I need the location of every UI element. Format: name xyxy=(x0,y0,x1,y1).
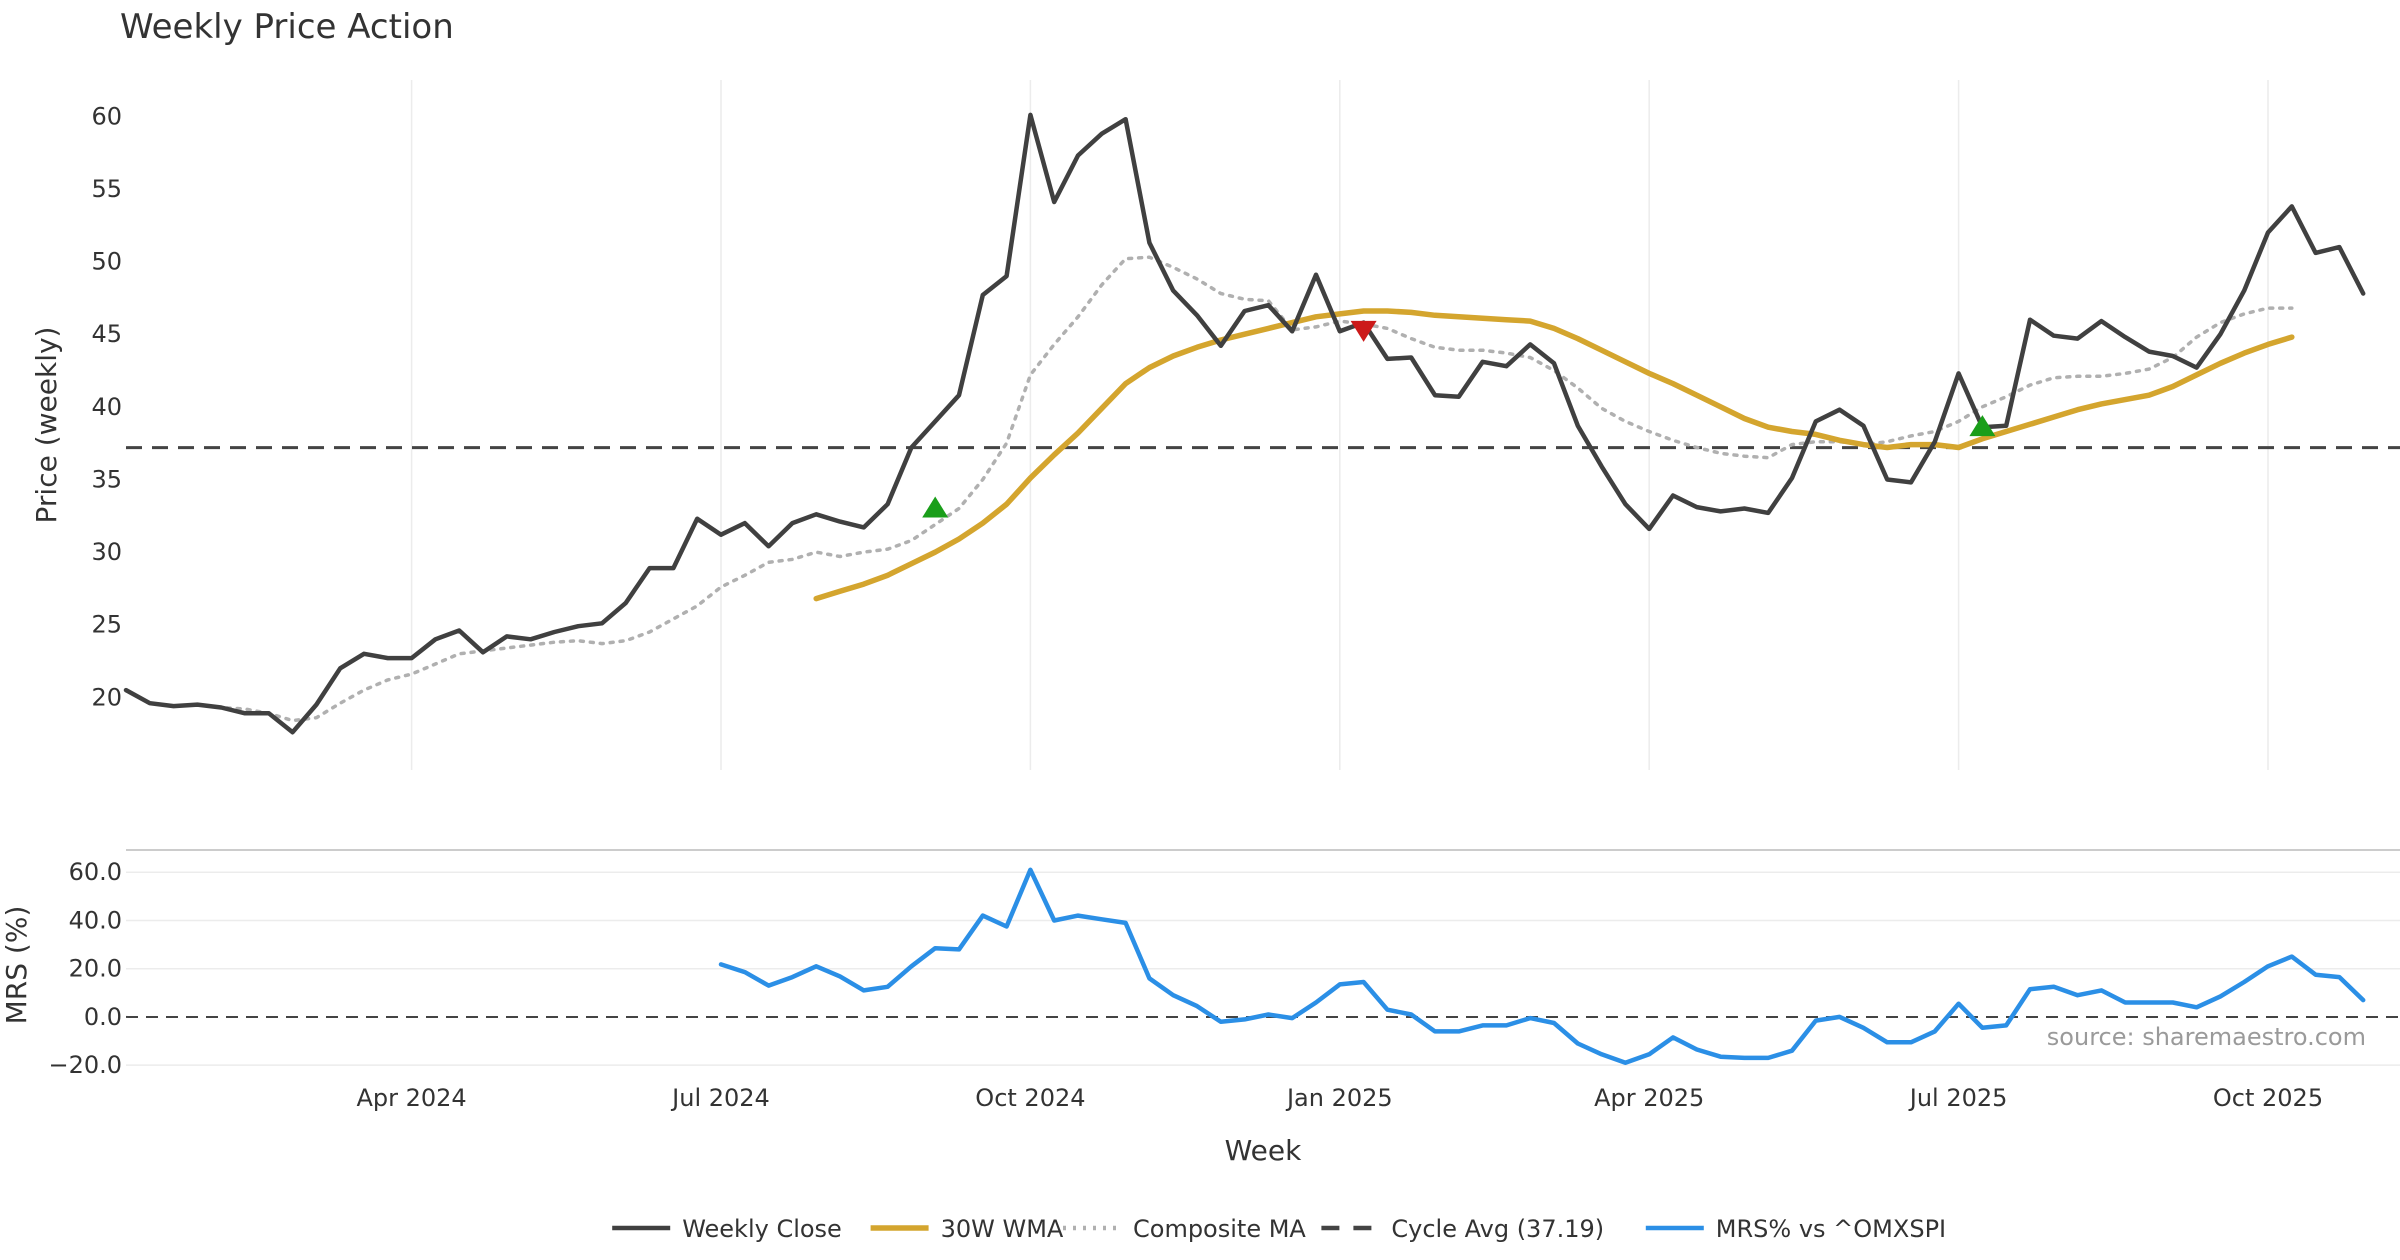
legend: Weekly Close 30W WMA Composite MA Cycle Avg… xyxy=(612,1215,1946,1243)
legend-label: MRS% vs ^OMXSPI xyxy=(1716,1215,1946,1243)
signal-markers xyxy=(922,320,1996,518)
price-series-group xyxy=(123,112,2400,735)
x-tick-label: Oct 2024 xyxy=(975,1084,1085,1112)
sell-signal-marker xyxy=(1350,320,1377,342)
mrs-y-axis-label: MRS (%) xyxy=(0,906,33,1025)
legend-item-composite-ma: Composite MA xyxy=(1063,1215,1306,1243)
mrs-series-group xyxy=(718,867,2366,1066)
series-line-weekly-close xyxy=(123,112,2366,735)
mrs-y-tick-label: 20.0 xyxy=(69,955,122,983)
mrs-y-axis-ticks: 60.0 40.0 20.0 0.0 −20.0 xyxy=(48,858,122,1079)
x-tick-label: Apr 2025 xyxy=(1594,1084,1704,1112)
legend-item-cycle-avg-37-19: Cycle Avg (37.19) xyxy=(1321,1215,1604,1243)
price-y-tick-label: 30 xyxy=(91,538,122,566)
price-y-tick-label: 60 xyxy=(91,102,122,130)
price-y-axis-label: Price (weekly) xyxy=(30,327,63,524)
series-line-30w-wma xyxy=(813,308,2295,602)
mrs-y-gridlines xyxy=(126,871,2400,1066)
source-note: source: sharemaestro.com xyxy=(2047,1023,2366,1051)
legend-item-mrs-vs-omxspi: MRS% vs ^OMXSPI xyxy=(1645,1215,1946,1243)
series-line-composite-ma xyxy=(195,255,2294,723)
price-y-tick-label: 35 xyxy=(91,465,122,493)
x-tick-label: Jan 2025 xyxy=(1285,1084,1393,1112)
series-line-mrs-vs-omxspi xyxy=(718,867,2366,1066)
legend-label: 30W WMA xyxy=(941,1215,1064,1243)
legend-label: Weekly Close xyxy=(682,1215,842,1243)
price-y-tick-label: 20 xyxy=(91,683,122,711)
legend-item-weekly-close: Weekly Close xyxy=(612,1215,842,1243)
mrs-y-tick-label: 40.0 xyxy=(69,906,122,934)
legend-label: Composite MA xyxy=(1133,1215,1306,1243)
mrs-y-tick-label: 0.0 xyxy=(84,1003,122,1031)
legend-item-30w-wma: 30W WMA xyxy=(870,1215,1064,1243)
price-x-gridlines xyxy=(410,80,2269,770)
x-axis-ticks: Apr 2024 Jul 2024 Oct 2024 Jan 2025 Apr 2025… xyxy=(356,1084,2323,1112)
mrs-y-tick-label: 60.0 xyxy=(69,858,122,886)
x-tick-label: Oct 2025 xyxy=(2213,1084,2323,1112)
x-tick-label: Apr 2024 xyxy=(356,1084,466,1112)
chart-title: Weekly Price Action xyxy=(120,7,454,47)
price-y-tick-label: 40 xyxy=(91,393,122,421)
legend-label: Cycle Avg (37.19) xyxy=(1391,1215,1604,1243)
price-y-tick-label: 25 xyxy=(91,611,122,639)
buy-signal-marker xyxy=(922,496,949,518)
buy-signal-marker xyxy=(1969,415,1996,437)
x-tick-label: Jul 2024 xyxy=(670,1084,770,1112)
x-axis-label: Week xyxy=(1225,1134,1302,1167)
price-y-axis-ticks: 20 25 30 35 40 45 50 55 60 xyxy=(91,102,122,711)
price-y-tick-label: 55 xyxy=(91,175,122,203)
mrs-y-tick-label: −20.0 xyxy=(48,1051,122,1079)
x-tick-label: Jul 2025 xyxy=(1908,1084,2008,1112)
price-y-tick-label: 45 xyxy=(91,320,122,348)
price-y-tick-label: 50 xyxy=(91,248,122,276)
